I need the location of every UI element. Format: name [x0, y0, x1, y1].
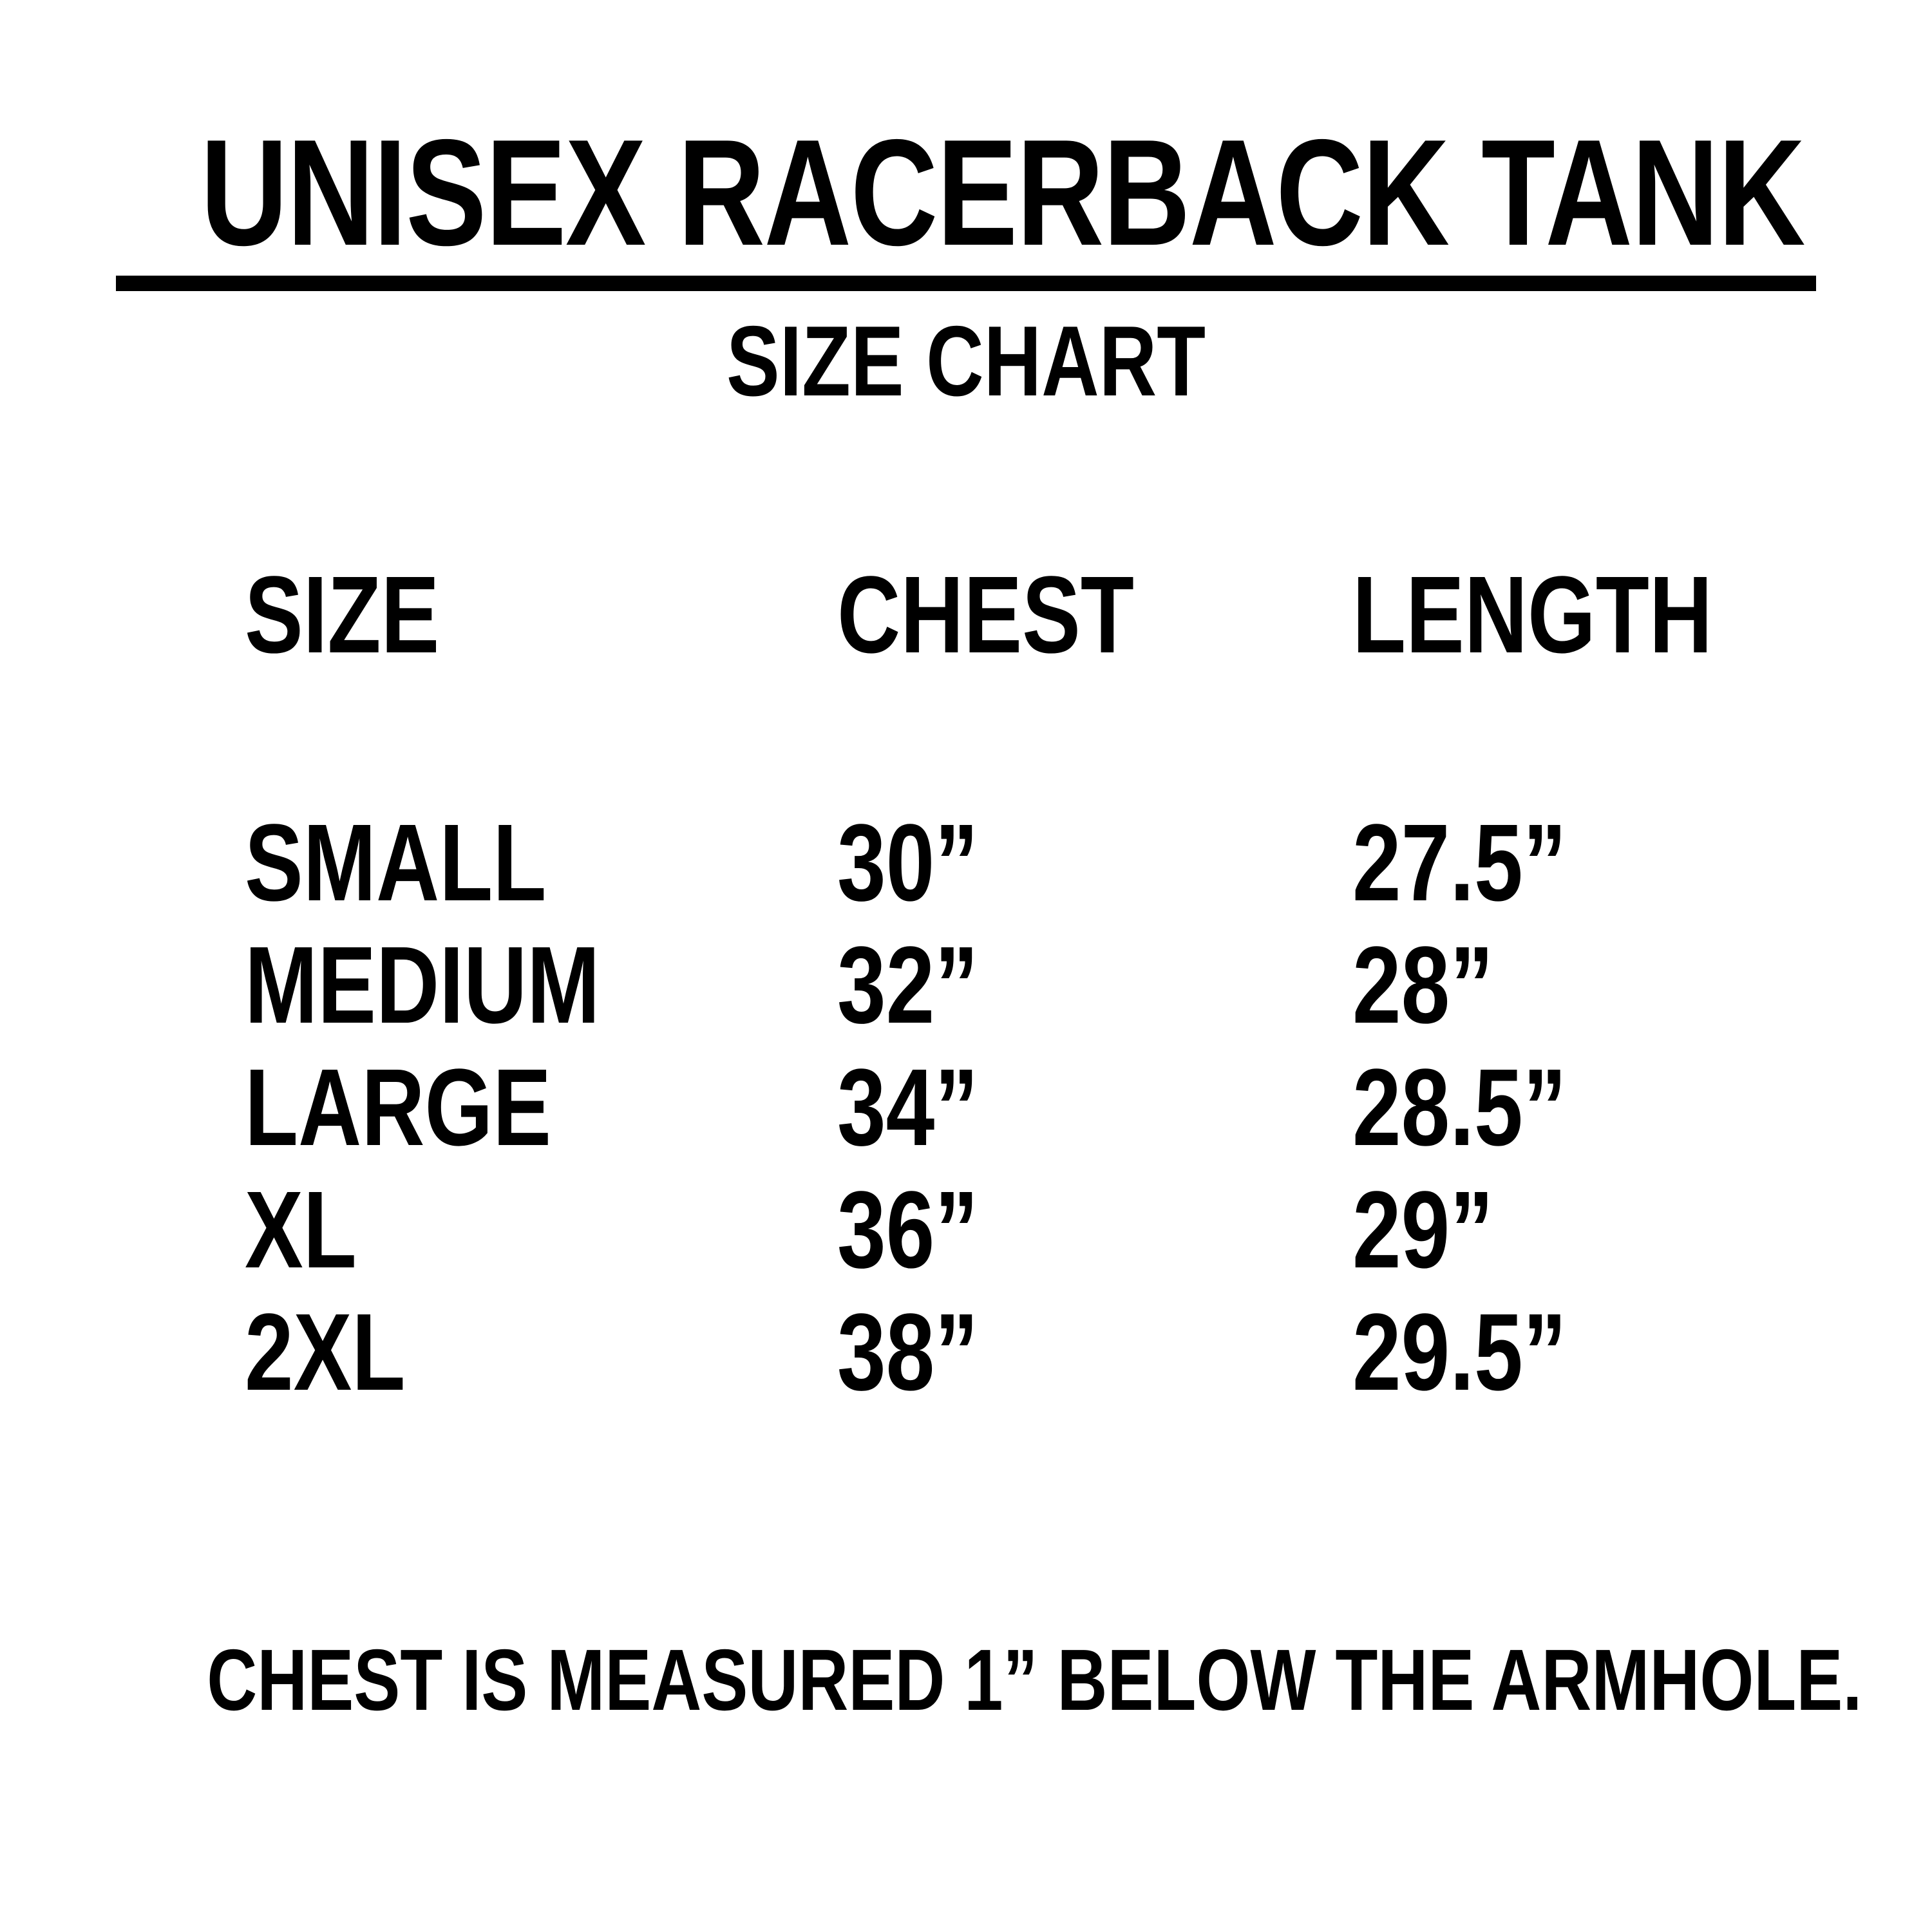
size-table: SIZE CHEST LENGTH SMALL 30” 27.5” MEDIUM…	[245, 554, 1803, 1414]
row-small-size: SMALL	[245, 802, 547, 924]
row-large-length: 28.5”	[1352, 1046, 1567, 1169]
row-2xl-size: 2XL	[245, 1291, 406, 1414]
row-medium-size: MEDIUM	[245, 924, 600, 1046]
row-small-chest: 30”	[837, 802, 979, 924]
row-medium-length: 28”	[1352, 924, 1494, 1046]
title-underline	[116, 276, 1816, 291]
footnote-text: CHEST IS MEASURED 1” BELOW THE ARMHOLE.	[207, 1631, 1862, 1728]
page-title-text: UNISEX RACERBACK TANK	[200, 108, 1805, 277]
column-header-length: LENGTH	[1352, 554, 1713, 676]
page-title: UNISEX RACERBACK TANK	[0, 109, 1932, 276]
header-body-gap	[245, 676, 1803, 802]
row-large-chest: 34”	[837, 1046, 979, 1169]
row-xl-length: 29”	[1352, 1169, 1494, 1291]
row-large-size: LARGE	[245, 1046, 551, 1169]
row-small-length: 27.5”	[1352, 802, 1567, 924]
page-subtitle-text: SIZE CHART	[726, 305, 1206, 417]
row-xl-chest: 36”	[837, 1169, 979, 1291]
row-medium-chest: 32”	[837, 924, 979, 1046]
page-subtitle: SIZE CHART	[0, 301, 1932, 421]
row-2xl-length: 29.5”	[1352, 1291, 1567, 1414]
row-2xl-chest: 38”	[837, 1291, 979, 1414]
row-xl-size: XL	[245, 1169, 357, 1291]
column-header-size: SIZE	[245, 554, 440, 676]
footnote: CHEST IS MEASURED 1” BELOW THE ARMHOLE.	[0, 1628, 1932, 1732]
column-header-chest: CHEST	[837, 554, 1134, 676]
